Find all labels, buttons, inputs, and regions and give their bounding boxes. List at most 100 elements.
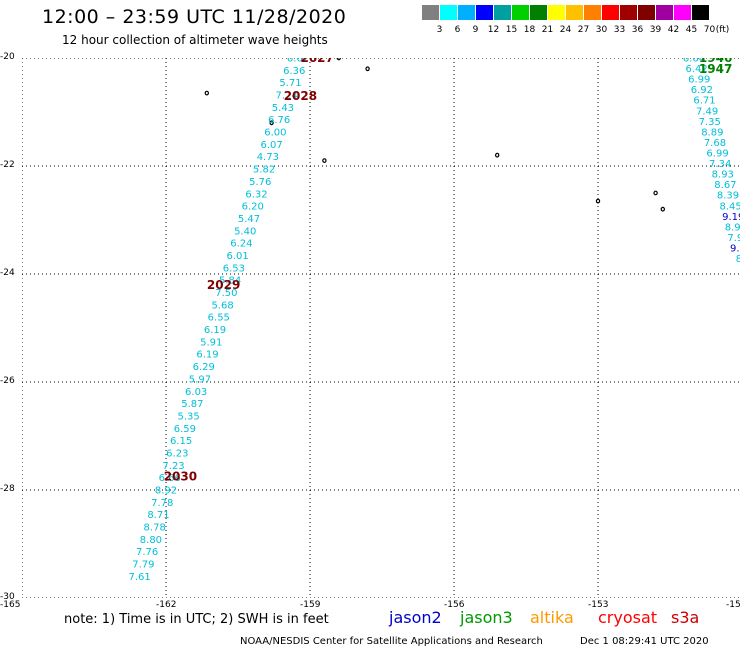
map-panel: 6.62 6.36 5.71 7.24 5.43 6.76 6.00 6.07 4.73 5.82… — [22, 58, 740, 598]
swh-value-label: 7.79 — [132, 560, 154, 571]
color-swatch — [584, 5, 601, 20]
color-swatch — [476, 5, 493, 20]
swh-value-label: 8.92 — [155, 486, 177, 497]
color-swatch — [602, 5, 619, 20]
swh-value-label: 5.82 — [253, 165, 275, 176]
swh-value-label: 6.55 — [208, 313, 230, 324]
color-swatch — [422, 5, 439, 20]
longitude-tick-label: -153 — [588, 600, 609, 610]
pass-time-label: 2027 — [300, 58, 333, 65]
swh-value-label: 4.73 — [257, 152, 279, 163]
swh-value-label: 5.84 — [219, 276, 241, 287]
swh-value-label: 6.53 — [223, 263, 245, 274]
color-swatch — [530, 5, 547, 20]
mission-cryosat: cryosat — [598, 608, 658, 627]
swh-value-label: 8.39 — [717, 191, 739, 202]
footer-note: note: 1) Time is in UTC; 2) SWH is in fe… — [64, 612, 329, 627]
color-swatch — [440, 5, 457, 20]
swh-value-label: 5.40 — [234, 226, 256, 237]
swh-value-label: 6.03 — [185, 387, 207, 398]
swh-value-label: 5.47 — [238, 214, 260, 225]
swh-value-label: 6.23 — [166, 448, 188, 459]
swh-value-label: 8.95 — [725, 222, 740, 233]
swh-value-label: 9.39 — [730, 243, 740, 254]
swh-value-label: 6.20 — [242, 202, 264, 213]
swh-value-label: 6.99 — [688, 75, 710, 86]
swh-value-label: 6.92 — [691, 85, 713, 96]
island-outline — [204, 90, 209, 96]
island-outline — [653, 190, 658, 196]
color-swatch — [566, 5, 583, 20]
swh-value-label: 6.32 — [245, 189, 267, 200]
color-scale-label: (ft) — [715, 25, 730, 35]
swh-value-label: 7.76 — [136, 547, 158, 558]
swh-value-label: 8.89 — [701, 127, 723, 138]
color-scale-label: 36 — [631, 25, 644, 35]
pass-time-label: 2028 — [284, 89, 317, 103]
swh-value-label: 7.34 — [709, 159, 731, 170]
latitude-tick-label: -22 — [0, 160, 15, 170]
swh-value-label: 6.01 — [227, 251, 249, 262]
swh-value-label: 5.91 — [200, 337, 222, 348]
swh-value-label: 7.49 — [696, 106, 718, 117]
swh-value-label: 5.97 — [189, 374, 211, 385]
color-swatch — [548, 5, 565, 20]
longitude-tick-label: -156 — [444, 600, 465, 610]
mission-altika: altika — [530, 608, 574, 627]
credit-line: NOAA/NESDIS Center for Satellite Applica… — [240, 636, 543, 647]
color-scale-label: 21 — [541, 25, 554, 35]
pass-time-label: 2029 — [207, 278, 240, 292]
longitude-tick-label: -162 — [156, 600, 177, 610]
swh-value-label: 6.29 — [193, 362, 215, 373]
swh-value-label: 6.24 — [230, 239, 252, 250]
color-scale-label: 30 — [595, 25, 608, 35]
swh-value-label: 7.23 — [162, 461, 184, 472]
swh-value-label: 8.45 — [720, 201, 740, 212]
altimeter-map: 6.626.365.71 7.245.436.76 6.006.074.73 5.82… — [22, 58, 740, 598]
latitude-tick-label: -26 — [0, 376, 15, 386]
swh-value-label: 7.50 — [215, 288, 237, 299]
island-outline — [660, 206, 666, 212]
longitude-tick-label: -165 — [0, 600, 21, 610]
color-scale-label: 18 — [523, 25, 536, 35]
color-scale-label: 12 — [487, 25, 500, 35]
color-swatch — [494, 5, 511, 20]
swh-value-label: 7.99 — [727, 233, 740, 244]
page-subtitle: 12 hour collection of altimeter wave hei… — [62, 33, 328, 47]
island-outline — [595, 198, 601, 204]
color-swatch — [512, 5, 529, 20]
color-scale-label: 45 — [685, 25, 698, 35]
color-swatch — [620, 5, 637, 20]
page-title: 12:00 – 23:59 UTC 11/28/2020 — [42, 6, 347, 28]
swh-value-label: 7.35 — [699, 117, 721, 128]
longitude-tick-label: -159 — [300, 600, 321, 610]
color-scale-label: 24 — [559, 25, 572, 35]
swh-value-label: 8.0 — [736, 254, 740, 265]
swh-value-label: 8.78 — [144, 523, 166, 534]
swh-value-label: 9.19 — [722, 212, 740, 223]
island-outline — [322, 158, 327, 163]
color-scale-label: 3 — [436, 25, 443, 35]
pass-time-label: 1947 — [699, 62, 732, 76]
swh-value-label: 6.71 — [693, 96, 715, 107]
latitude-tick-label: -24 — [0, 268, 15, 278]
swh-value-label: 7.24 — [276, 91, 298, 102]
swh-value-label: 6.19 — [204, 325, 226, 336]
swh-value-label: 5.76 — [249, 177, 271, 188]
swh-value-label: 6.62 — [287, 58, 309, 65]
longitude-tick-label: -15 — [726, 600, 740, 610]
swh-value-label: 5.87 — [181, 399, 203, 410]
color-scale-label: 42 — [667, 25, 680, 35]
swh-value-label: 5.35 — [177, 411, 199, 422]
color-swatch — [674, 5, 691, 20]
island-outline — [269, 120, 274, 126]
swh-value-label: 8.93 — [712, 170, 734, 181]
color-swatch — [692, 5, 709, 20]
color-scale-label: 33 — [613, 25, 626, 35]
swh-value-label: 6.07 — [260, 140, 282, 151]
swh-value-label: 5.68 — [211, 300, 233, 311]
mission-jason3: jason3 — [460, 608, 513, 627]
color-scale-label: 9 — [472, 25, 479, 35]
swh-value-label: 6.15 — [170, 436, 192, 447]
swh-value-label: 6.36 — [283, 66, 305, 77]
